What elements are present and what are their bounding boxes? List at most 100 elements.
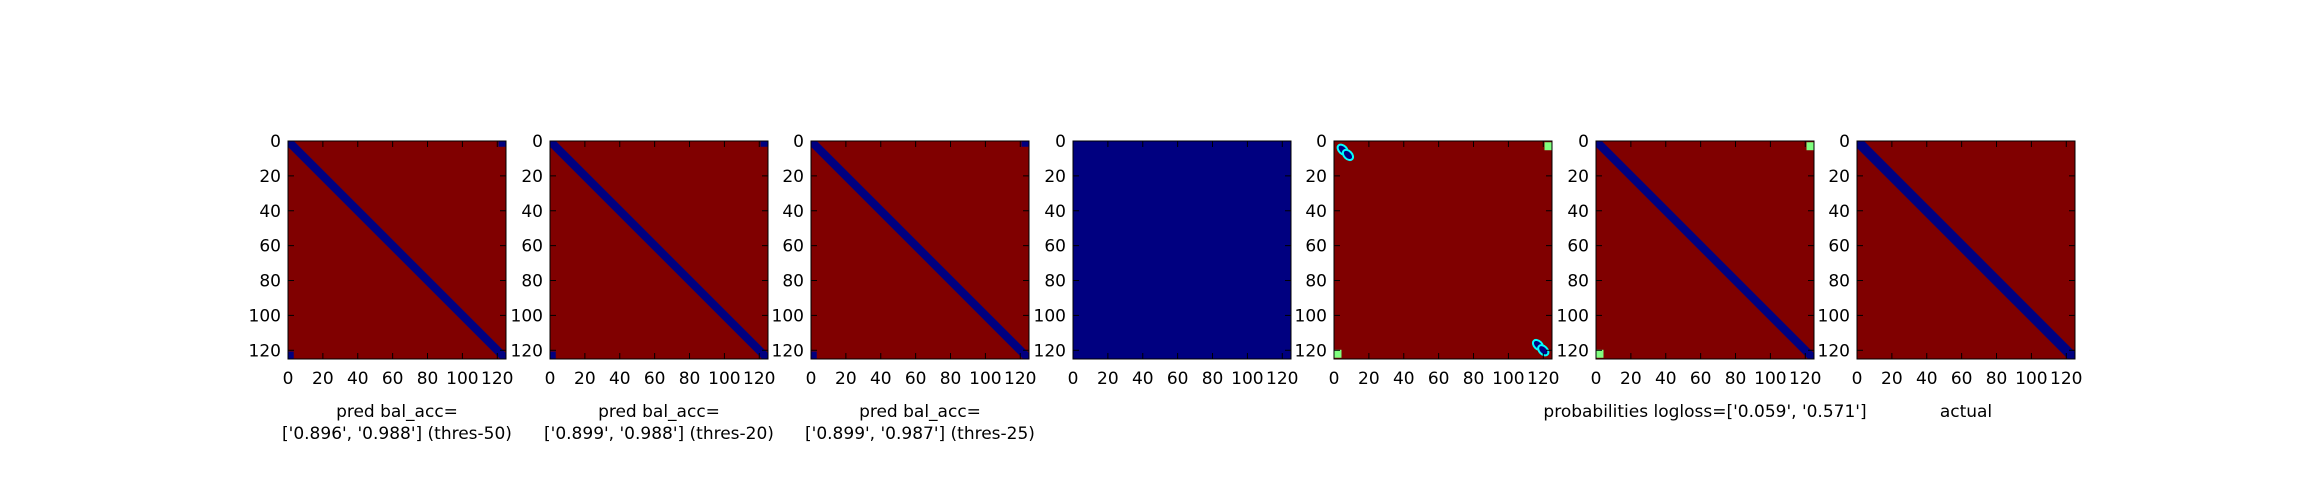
y-tick-label: 40 [521, 202, 543, 222]
y-tick-label: 60 [1044, 237, 1066, 257]
x-tick-label: 120 [1004, 369, 1036, 389]
x-tick-label: 120 [743, 369, 775, 389]
y-tick-label: 100 [1557, 306, 1589, 326]
x-tick-label: 40 [870, 369, 892, 389]
x-axis-label: probabilities logloss=['0.059', '0.571'] [1543, 402, 1866, 422]
x-tick-label: 60 [1428, 369, 1450, 389]
y-tick-label: 60 [521, 237, 543, 257]
x-tick-label: 100 [1492, 369, 1524, 389]
x-tick-label: 120 [2050, 369, 2082, 389]
x-tick-label: 120 [1266, 369, 1298, 389]
y-tick-label: 100 [1034, 306, 1066, 326]
y-tick-label: 0 [1578, 132, 1589, 152]
x-tick-label: 20 [1881, 369, 1903, 389]
x-axis-label: pred bal_acc= [336, 402, 458, 422]
x-axis-label: pred bal_acc= [598, 402, 720, 422]
x-tick-label: 0 [1852, 369, 1863, 389]
x-tick-label: 80 [1463, 369, 1485, 389]
y-tick-label: 20 [1305, 167, 1327, 187]
x-tick-label: 60 [382, 369, 404, 389]
x-tick-label: 80 [1202, 369, 1224, 389]
heatmap-plot-area [1334, 141, 1552, 359]
y-tick-label: 20 [1567, 167, 1589, 187]
y-tick-label: 120 [1557, 341, 1589, 361]
axes-frame [810, 140, 1030, 360]
y-tick-label: 0 [1316, 132, 1327, 152]
heatmap-plot-area [550, 141, 768, 359]
diagonal-band [811, 141, 1029, 359]
diagonal-band [550, 141, 768, 359]
axes-frame [1595, 140, 1815, 360]
x-tick-label: 40 [1132, 369, 1154, 389]
y-tick-label: 60 [1567, 237, 1589, 257]
x-tick-label: 100 [708, 369, 740, 389]
y-tick-label: 100 [511, 306, 543, 326]
y-tick-label: 20 [521, 167, 543, 187]
y-tick-label: 60 [1305, 237, 1327, 257]
y-tick-label: 0 [793, 132, 804, 152]
x-tick-label: 100 [2015, 369, 2047, 389]
y-tick-label: 120 [1818, 341, 1850, 361]
x-tick-label: 60 [1167, 369, 1189, 389]
y-tick-label: 40 [1044, 202, 1066, 222]
y-tick-label: 0 [532, 132, 543, 152]
x-tick-label: 20 [312, 369, 334, 389]
y-tick-label: 120 [1034, 341, 1066, 361]
x-tick-label: 40 [347, 369, 369, 389]
x-tick-label: 20 [835, 369, 857, 389]
x-tick-label: 0 [806, 369, 817, 389]
y-tick-label: 40 [1305, 202, 1327, 222]
x-axis-label: ['0.899', '0.988'] (thres-20) [544, 424, 774, 444]
x-tick-label: 60 [644, 369, 666, 389]
x-axis-label: ['0.899', '0.987'] (thres-25) [805, 424, 1035, 444]
x-tick-label: 40 [1393, 369, 1415, 389]
x-tick-label: 60 [1951, 369, 1973, 389]
x-tick-label: 20 [1358, 369, 1380, 389]
diagonal-band [288, 141, 506, 359]
x-axis-label: pred bal_acc= [859, 402, 981, 422]
corner-spot-1 [760, 141, 768, 147]
corner-spot-1 [1806, 142, 1814, 151]
y-tick-label: 120 [772, 341, 804, 361]
y-tick-label: 120 [511, 341, 543, 361]
y-tick-label: 80 [1305, 272, 1327, 292]
corner-spot-2 [811, 351, 817, 359]
x-tick-label: 80 [1725, 369, 1747, 389]
x-tick-label: 60 [905, 369, 927, 389]
x-tick-label: 0 [1068, 369, 1079, 389]
y-tick-label: 40 [1567, 202, 1589, 222]
x-tick-label: 0 [283, 369, 294, 389]
x-tick-label: 100 [969, 369, 1001, 389]
heatmap-plot-area [288, 141, 506, 359]
corner-spot-1 [1021, 141, 1029, 147]
x-tick-label: 0 [1591, 369, 1602, 389]
diagonal-band [1857, 141, 2075, 359]
x-tick-label: 40 [609, 369, 631, 389]
x-tick-label: 120 [1527, 369, 1559, 389]
x-tick-label: 80 [1986, 369, 2008, 389]
y-tick-label: 100 [1818, 306, 1850, 326]
x-tick-label: 100 [1231, 369, 1263, 389]
heatmap-background [1334, 141, 1552, 359]
x-tick-label: 40 [1916, 369, 1938, 389]
heatmap-panel-6: 0 20 40 60 80 100 120020406080100120probabilit… [1543, 132, 1866, 422]
y-tick-label: 0 [1055, 132, 1066, 152]
x-tick-label: 20 [574, 369, 596, 389]
y-tick-label: 80 [1567, 272, 1589, 292]
axes-frame [1856, 140, 2076, 360]
diagonal-band [1596, 141, 1814, 359]
corner-spot-2 [550, 351, 556, 359]
blob-2 [1341, 148, 1355, 162]
x-tick-label: 100 [446, 369, 478, 389]
x-tick-label: 20 [1620, 369, 1642, 389]
y-tick-label: 40 [259, 202, 281, 222]
x-tick-label: 60 [1690, 369, 1712, 389]
x-tick-label: 40 [1655, 369, 1677, 389]
